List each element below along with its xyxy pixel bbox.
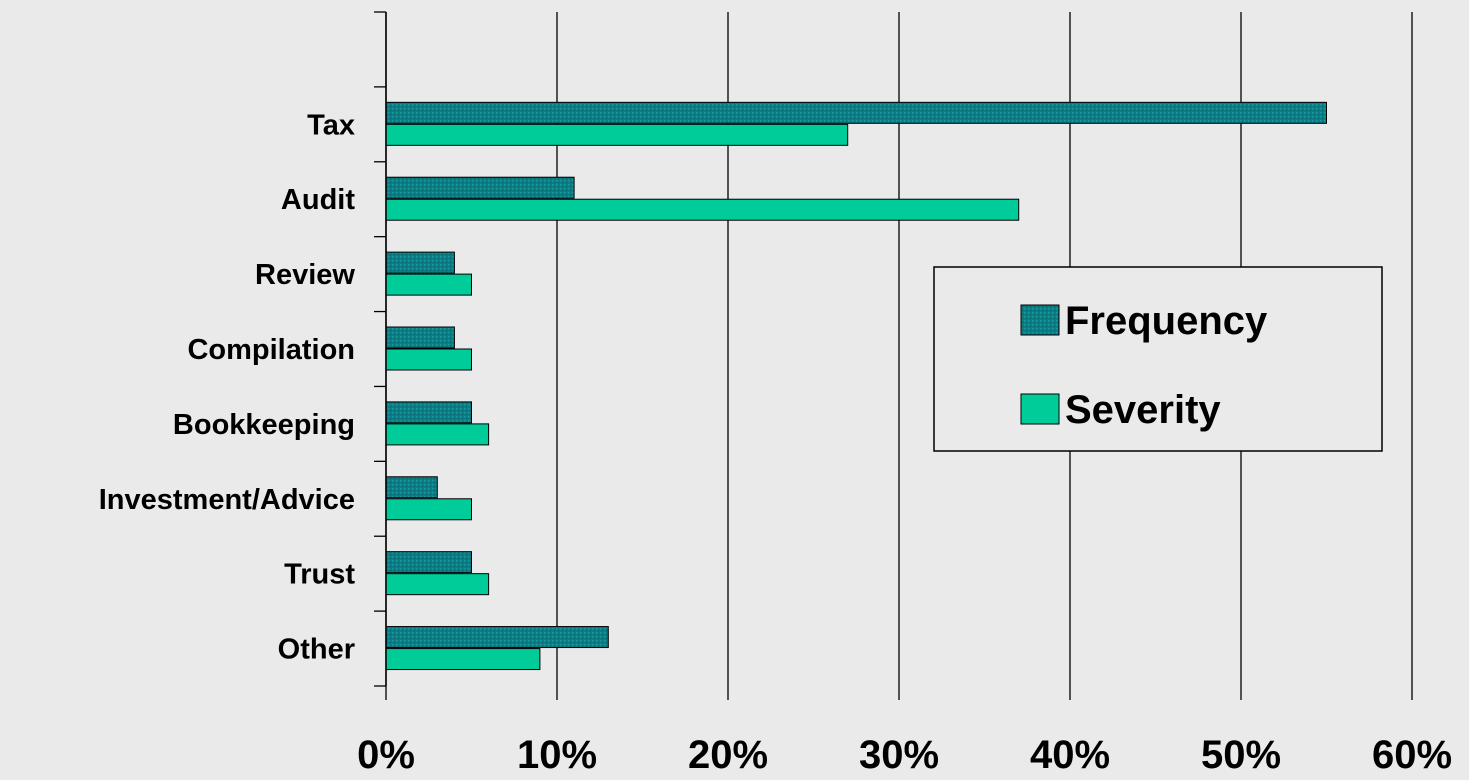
bar-frequency bbox=[385, 551, 472, 574]
legend-label-frequency: Frequency bbox=[1065, 299, 1268, 343]
bar-severity bbox=[385, 123, 849, 146]
category-label: Other bbox=[278, 634, 355, 666]
x-tick-label: 0% bbox=[357, 733, 415, 777]
bar-severity bbox=[385, 498, 472, 521]
axes bbox=[374, 11, 387, 687]
bar-frequency bbox=[385, 476, 438, 499]
x-tick-label: 10% bbox=[517, 733, 597, 777]
legend-label-severity: Severity bbox=[1065, 388, 1221, 432]
category-label: Bookkeeping bbox=[173, 409, 355, 441]
category-label: Tax bbox=[307, 109, 355, 141]
bar-frequency bbox=[385, 326, 455, 349]
bar-severity bbox=[385, 348, 472, 371]
bar-severity bbox=[385, 198, 1020, 221]
category-label: Compilation bbox=[187, 334, 355, 366]
bar-severity bbox=[385, 573, 490, 596]
bar-severity bbox=[385, 273, 472, 296]
bar-frequency bbox=[385, 101, 1327, 124]
bar-severity bbox=[385, 648, 541, 671]
bar-frequency bbox=[385, 401, 472, 424]
category-label: Trust bbox=[284, 559, 355, 591]
category-label: Investment/Advice bbox=[99, 484, 355, 516]
x-tick-label: 20% bbox=[688, 733, 768, 777]
category-label: Review bbox=[255, 259, 355, 291]
labels: 0% 10% 20% 30% 40% 50% 60% Tax Audit Review Compil… bbox=[99, 109, 1452, 777]
legend: Frequency Severity bbox=[933, 266, 1383, 452]
x-tick-label: 40% bbox=[1030, 733, 1110, 777]
legend-swatch-severity bbox=[1020, 393, 1060, 425]
legend-box bbox=[933, 266, 1383, 452]
x-tick-label: 60% bbox=[1372, 733, 1452, 777]
x-tick-label: 50% bbox=[1201, 733, 1281, 777]
bar-frequency bbox=[385, 251, 455, 274]
legend-swatch-frequency bbox=[1020, 304, 1060, 336]
bar-frequency bbox=[385, 176, 575, 199]
bars bbox=[385, 101, 1327, 671]
bar-frequency bbox=[385, 626, 609, 649]
bar-severity bbox=[385, 423, 490, 446]
category-label: Audit bbox=[281, 184, 355, 216]
x-tick-label: 30% bbox=[859, 733, 939, 777]
